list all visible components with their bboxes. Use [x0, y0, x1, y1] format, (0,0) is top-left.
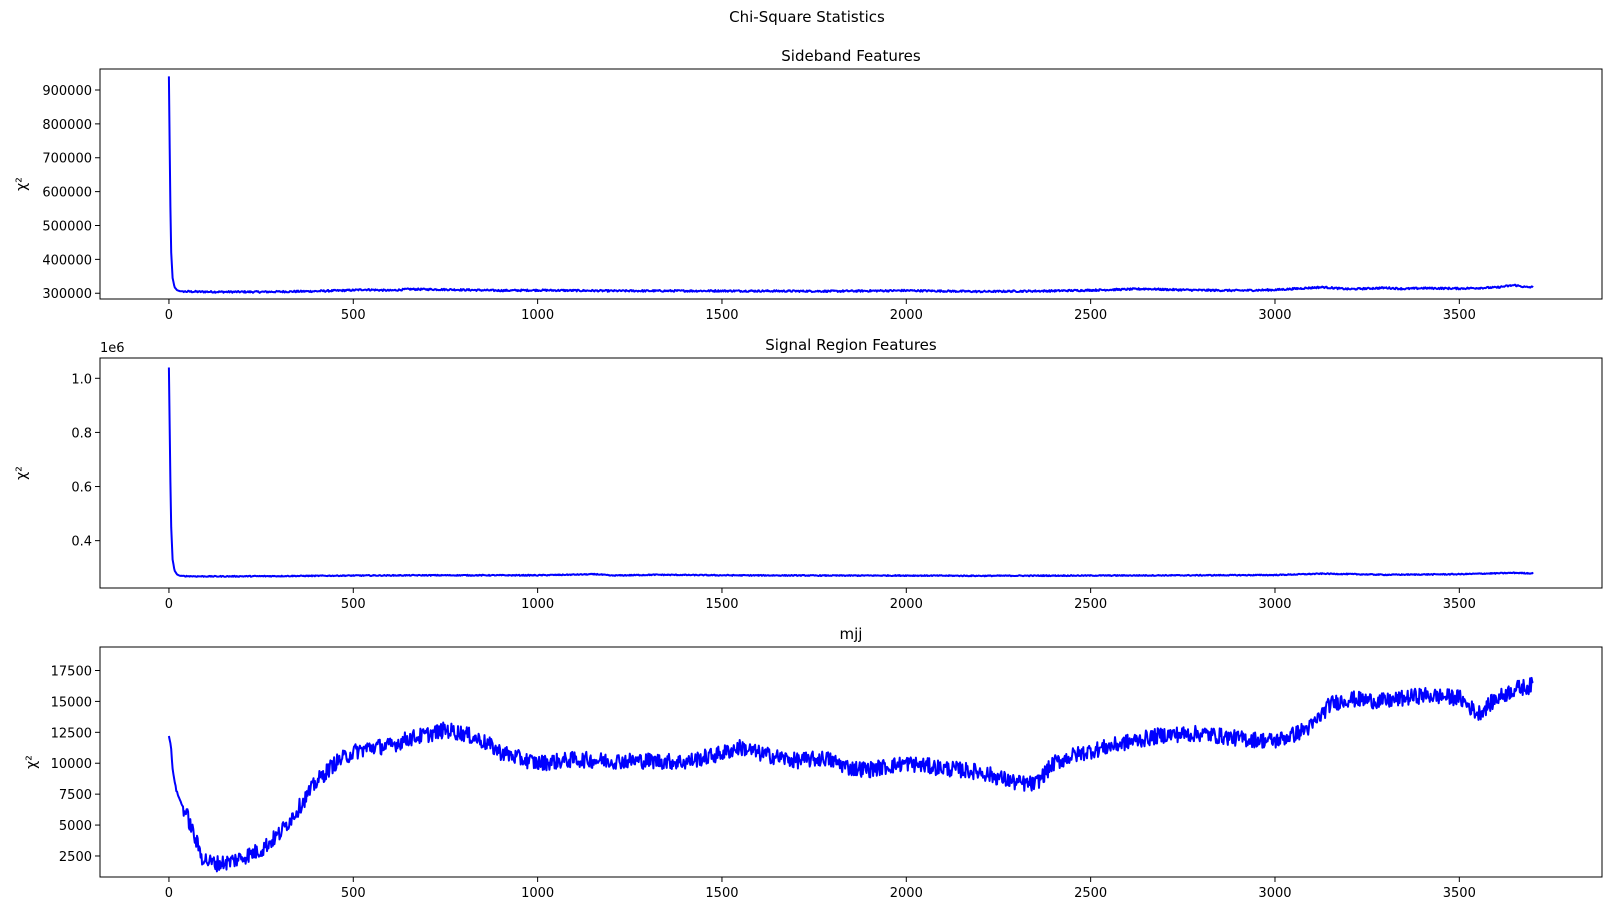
- y-tick-label: 600000: [42, 186, 92, 201]
- y-tick-label: 5000: [59, 819, 92, 834]
- chart-panel-3: mjj 0 500 1000 1500 2000 2500 3000 3500 2500 5000 7…: [24, 625, 1603, 901]
- chart-title: Signal Region Features: [765, 336, 937, 354]
- x-tick-label: 2500: [1074, 308, 1107, 323]
- axes-frame: [99, 646, 1603, 878]
- y-axis-label: χ²: [24, 755, 40, 769]
- y-offset-text: 1e6: [100, 341, 125, 356]
- x-tick-label: 500: [341, 886, 366, 901]
- y-tick-label: 800000: [42, 118, 92, 133]
- x-tick-label: 2000: [890, 597, 923, 612]
- y-tick-label: 2500: [59, 850, 92, 865]
- chart-title: mjj: [840, 625, 863, 643]
- x-tick-label: 3000: [1258, 886, 1291, 901]
- x-tick-label: 0: [165, 308, 173, 323]
- y-tick-label: 12500: [51, 726, 92, 741]
- x-tick-label: 1000: [521, 597, 554, 612]
- y-axis-label: χ²: [14, 466, 30, 480]
- x-tick-label: 1500: [705, 597, 738, 612]
- y-tick-label: 10000: [51, 757, 92, 772]
- series-line: [167, 676, 1534, 873]
- x-tick-label: 2500: [1074, 886, 1107, 901]
- x-tick-label: 1000: [521, 308, 554, 323]
- chart-title: Sideband Features: [781, 47, 921, 65]
- x-tick-label: 3500: [1443, 886, 1476, 901]
- y-tick-label: 300000: [42, 287, 92, 302]
- series-line: [167, 76, 1534, 294]
- y-tick-label: 500000: [42, 219, 92, 234]
- x-tick-label: 0: [165, 886, 173, 901]
- y-tick-label: 700000: [42, 152, 92, 167]
- chart-panel-2: Signal Region Features 0 500 1000 1500 2000 25…: [14, 336, 1603, 612]
- x-tick-label: 1500: [705, 308, 738, 323]
- y-tick-label: 17500: [51, 664, 92, 679]
- y-tick-label: 7500: [59, 788, 92, 803]
- series-line: [167, 367, 1534, 578]
- y-axis-label: χ²: [14, 177, 30, 191]
- x-tick-label: 3000: [1258, 597, 1291, 612]
- x-tick-label: 3500: [1443, 308, 1476, 323]
- x-tick-label: 1000: [521, 886, 554, 901]
- axes-frame: [99, 357, 1603, 589]
- y-tick-label: 15000: [51, 695, 92, 710]
- y-tick-label: 0.6: [71, 481, 92, 496]
- x-tick-label: 3000: [1258, 308, 1291, 323]
- y-tick-label: 900000: [42, 84, 92, 99]
- x-tick-label: 500: [341, 597, 366, 612]
- x-tick-label: 2500: [1074, 597, 1107, 612]
- chart-panel-1: Sideband Features 0 500 1000 1500 2000 2500 300…: [14, 47, 1603, 323]
- x-tick-label: 500: [341, 308, 366, 323]
- x-tick-label: 2000: [890, 886, 923, 901]
- y-tick-label: 1.0: [71, 372, 92, 387]
- figure-suptitle: Chi-Square Statistics: [729, 8, 885, 26]
- y-tick-label: 0.8: [71, 426, 92, 441]
- x-tick-label: 1500: [705, 886, 738, 901]
- x-tick-label: 2000: [890, 308, 923, 323]
- y-tick-label: 0.4: [71, 535, 92, 550]
- x-tick-label: 3500: [1443, 597, 1476, 612]
- axes-frame: [99, 68, 1603, 300]
- x-tick-label: 0: [165, 597, 173, 612]
- y-tick-label: 400000: [42, 253, 92, 268]
